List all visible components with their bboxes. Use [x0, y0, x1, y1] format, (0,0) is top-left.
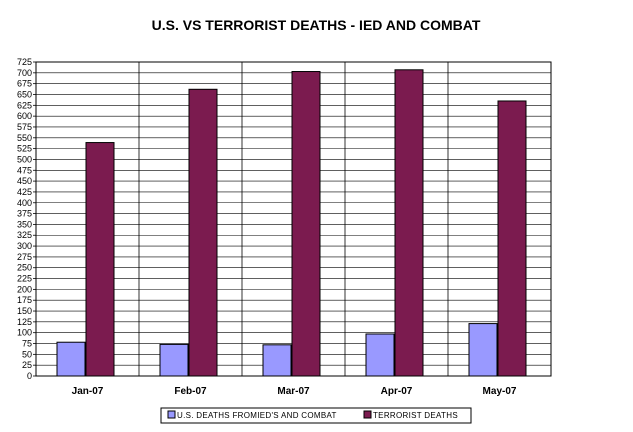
y-tick-label: 175 [17, 295, 32, 305]
y-tick-label: 225 [17, 274, 32, 284]
y-tick-label: 525 [17, 144, 32, 154]
legend-box [160, 407, 472, 424]
y-tick-label: 25 [22, 360, 32, 370]
bar-us-deaths [159, 343, 189, 377]
x-tick-label: Apr-07 [381, 386, 413, 397]
y-tick-label: 625 [17, 100, 32, 110]
y-tick-label: 400 [17, 198, 32, 208]
y-tick-label: 75 [22, 339, 32, 349]
x-tick-label: Feb-07 [174, 386, 207, 397]
y-tick-label: 425 [17, 187, 32, 197]
x-tick-label: May-07 [483, 386, 517, 397]
bar-us-deaths [468, 323, 498, 377]
bar-terrorist-deaths [85, 142, 115, 377]
bar-us-deaths [365, 333, 395, 377]
y-tick-label: 725 [17, 57, 32, 67]
legend-label-us: U.S. DEATHS FROMIED'S AND COMBAT [177, 411, 337, 420]
y-tick-label: 300 [17, 241, 32, 251]
y-tick-label: 200 [17, 284, 32, 294]
y-tick-label: 700 [17, 68, 32, 78]
bar-terrorist-deaths [291, 71, 321, 377]
y-tick-label: 575 [17, 122, 32, 132]
plot-area: 0255075100125150175200225250275300325350… [17, 57, 552, 397]
legend-label-terrorist: TERRORIST DEATHS [373, 411, 458, 420]
y-tick-label: 100 [17, 328, 32, 338]
y-tick-label: 450 [17, 176, 32, 186]
bar-us-deaths [56, 341, 86, 377]
y-tick-label: 475 [17, 165, 32, 175]
y-tick-label: 675 [17, 79, 32, 89]
y-tick-label: 375 [17, 209, 32, 219]
y-tick-label: 500 [17, 154, 32, 164]
bar-us-deaths [262, 344, 292, 377]
y-tick-label: 125 [17, 317, 32, 327]
y-tick-label: 350 [17, 219, 32, 229]
x-tick-label: Mar-07 [277, 386, 310, 397]
bar-terrorist-deaths [497, 100, 527, 377]
legend-swatch-us [167, 410, 176, 419]
chart-title: U.S. VS TERRORIST DEATHS - IED AND COMBA… [152, 17, 481, 33]
legend: U.S. DEATHS FROMIED'S AND COMBAT TERRORI… [160, 407, 472, 424]
y-tick-label: 250 [17, 263, 32, 273]
x-tick-label: Jan-07 [72, 386, 104, 397]
y-tick-label: 550 [17, 133, 32, 143]
y-tick-label: 275 [17, 252, 32, 262]
y-tick-label: 600 [17, 111, 32, 121]
y-tick-label: 150 [17, 306, 32, 316]
bar-terrorist-deaths [188, 88, 218, 377]
y-tick-label: 650 [17, 89, 32, 99]
y-tick-label: 0 [27, 371, 32, 381]
y-tick-label: 325 [17, 230, 32, 240]
y-tick-label: 50 [22, 349, 32, 359]
bar-terrorist-deaths [394, 69, 424, 377]
legend-swatch-terrorist [363, 410, 372, 419]
